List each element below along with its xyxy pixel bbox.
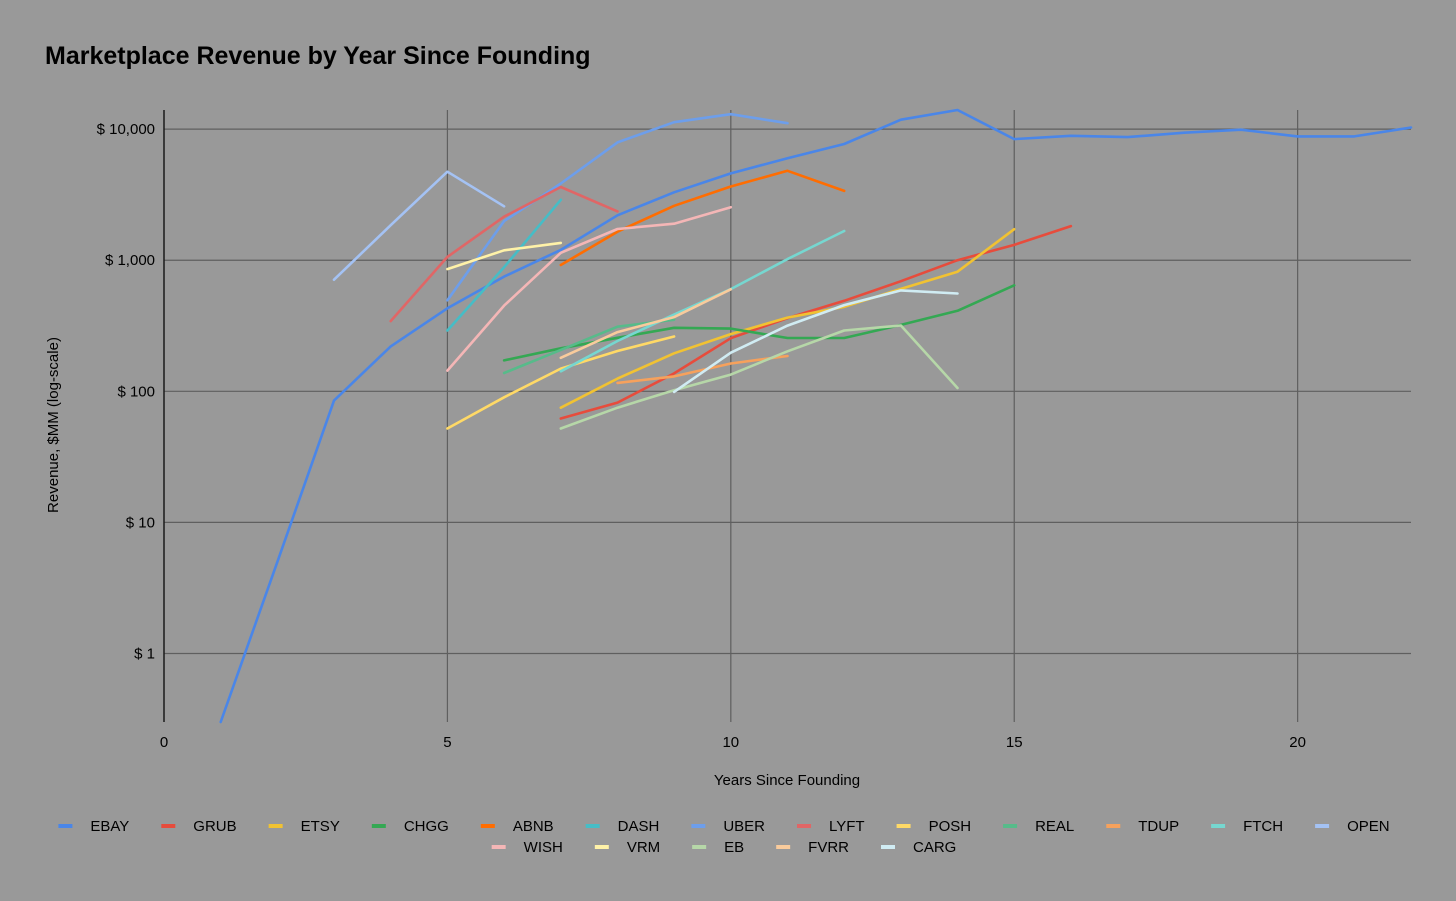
- series-line-open: [332, 170, 506, 282]
- legend-label-grub: GRUB: [193, 818, 236, 835]
- y-tick-label: $ 1: [134, 645, 155, 662]
- legend-label-lyft: LYFT: [829, 818, 865, 835]
- legend-label-eb: EB: [724, 839, 744, 856]
- legend-label-chgg: CHGG: [404, 818, 449, 835]
- legend-label-abnb: ABNB: [513, 818, 554, 835]
- tick-labels: $ 1 $ 10 $ 100 $ 1,000 $ 10,000 0 5 10 15 20: [97, 121, 1306, 751]
- legend-label-open: OPEN: [1347, 818, 1390, 835]
- series-line-eb: [559, 324, 959, 430]
- x-tick-label: 5: [443, 734, 451, 751]
- y-tick-label: $ 1,000: [105, 252, 155, 269]
- legend-label-vrm: VRM: [627, 839, 660, 856]
- series-line-chgg: [502, 283, 1016, 362]
- legend: EBAY GRUB ETSY CHGG ABNB DASH UBER LYFT POSH REAL…: [58, 818, 1390, 856]
- y-tick-label: $ 10,000: [97, 121, 155, 138]
- y-axis-title: Revenue, $MM (log-scale): [45, 337, 62, 513]
- series-line-ftch: [559, 229, 846, 373]
- legend-label-etsy: ETSY: [301, 818, 340, 835]
- legend-label-fvrr: FVRR: [808, 839, 849, 856]
- series-line-real: [502, 318, 676, 375]
- series-line-dash: [446, 198, 563, 332]
- series-line-ebay: [219, 108, 1413, 724]
- y-tick-label: $ 10: [126, 514, 155, 531]
- series-line-abnb: [559, 169, 846, 267]
- x-tick-label: 20: [1289, 734, 1306, 751]
- series-line-vrm: [446, 241, 563, 271]
- series-line-etsy: [559, 227, 1016, 410]
- legend-label-posh: POSH: [929, 818, 972, 835]
- series-line-lyft: [389, 185, 619, 323]
- series-line-posh: [446, 335, 676, 430]
- y-tick-label: $ 100: [117, 383, 155, 400]
- series-line-fvrr: [559, 287, 733, 360]
- legend-label-uber: UBER: [723, 818, 765, 835]
- series-line-tdup: [616, 354, 789, 385]
- legend-label-wish: WISH: [524, 839, 563, 856]
- series-line-wish: [446, 205, 733, 372]
- legend-label-carg: CARG: [913, 839, 956, 856]
- legend-label-ftch: FTCH: [1243, 818, 1283, 835]
- legend-label-tdup: TDUP: [1138, 818, 1179, 835]
- x-axis-title: Years Since Founding: [714, 772, 860, 789]
- series-line-grub: [559, 224, 1073, 420]
- series-layer: [219, 108, 1413, 724]
- chart-title: Marketplace Revenue by Year Since Foundi…: [45, 42, 591, 70]
- gridlines: [164, 110, 1411, 722]
- legend-label-real: REAL: [1035, 818, 1074, 835]
- x-tick-label: 10: [722, 734, 739, 751]
- x-tick-label: 0: [160, 734, 168, 751]
- series-line-carg: [672, 289, 959, 394]
- x-tick-label: 15: [1006, 734, 1023, 751]
- legend-label-ebay: EBAY: [90, 818, 129, 835]
- legend-label-dash: DASH: [618, 818, 660, 835]
- series-line-uber: [446, 112, 789, 302]
